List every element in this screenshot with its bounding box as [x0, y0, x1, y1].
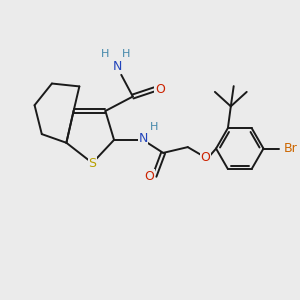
- Text: N: N: [138, 132, 148, 145]
- Text: S: S: [88, 157, 96, 169]
- Text: H: H: [101, 49, 110, 59]
- Text: O: O: [155, 83, 165, 96]
- Text: H: H: [122, 49, 131, 59]
- Text: N: N: [112, 60, 122, 73]
- Text: O: O: [200, 151, 210, 164]
- Text: H: H: [150, 122, 159, 132]
- Text: Br: Br: [284, 142, 298, 155]
- Text: O: O: [144, 169, 154, 182]
